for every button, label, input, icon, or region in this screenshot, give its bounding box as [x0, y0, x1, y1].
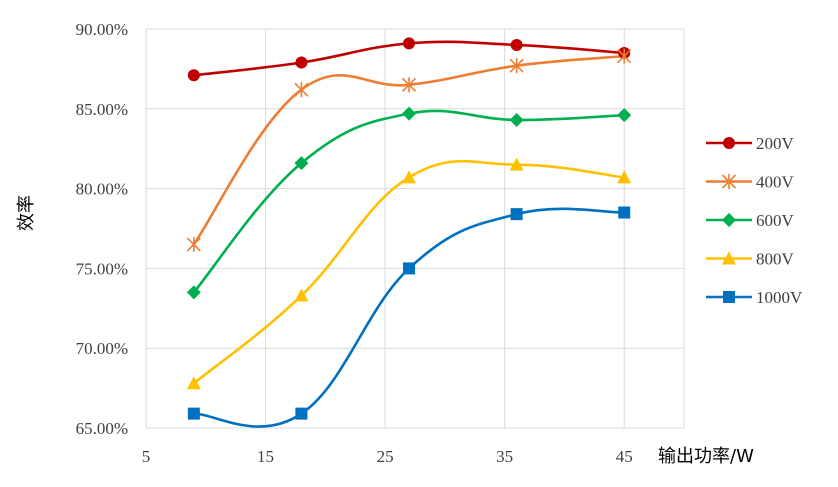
series-lines — [192, 40, 625, 428]
x-axis-ticks: 5 15 25 35 45 — [142, 447, 633, 466]
series-line-1000V — [193, 207, 625, 428]
x-tick-label: 5 — [142, 447, 151, 466]
data-point-800V — [617, 170, 632, 184]
data-point-200V — [510, 38, 523, 51]
legend-label: 600V — [756, 211, 795, 230]
data-point-1000V — [510, 208, 523, 221]
data-point-600V — [294, 156, 309, 171]
legend-label: 400V — [756, 173, 795, 192]
y-axis-ticks: 65.00% 70.00% 75.00% 80.00% 85.00% 90.00% — [76, 20, 128, 438]
legend-item-200V: 200V — [706, 134, 795, 153]
x-tick-label: 45 — [616, 447, 633, 466]
data-point-400V — [294, 82, 309, 98]
data-point-200V — [403, 37, 416, 50]
data-point-600V — [617, 108, 632, 123]
y-tick-label: 90.00% — [76, 20, 128, 39]
data-point-400V — [401, 77, 417, 93]
data-point-200V — [295, 56, 308, 69]
y-tick-label: 80.00% — [76, 180, 128, 199]
legend-swatch-marker — [722, 213, 736, 227]
y-tick-label: 70.00% — [76, 339, 128, 358]
x-axis-title: 输出功率/W — [658, 446, 754, 467]
series-line-400V — [192, 54, 625, 246]
y-axis-title: 效率 — [16, 195, 37, 231]
data-point-1000V — [295, 407, 308, 420]
series-line-600V — [192, 109, 625, 294]
data-point-400V — [186, 236, 201, 252]
data-point-800V — [509, 157, 524, 171]
data-point-800V — [186, 376, 201, 390]
data-point-1000V — [403, 262, 416, 275]
data-point-400V — [509, 58, 524, 74]
legend: 200V 400V 600V 800V 1000V — [706, 134, 803, 307]
legend-item-600V: 600V — [706, 211, 795, 230]
legend-swatch-marker — [721, 174, 737, 189]
legend-item-800V: 800V — [706, 250, 795, 269]
x-tick-label: 25 — [377, 447, 394, 466]
data-point-1000V — [618, 206, 631, 219]
y-tick-label: 75.00% — [76, 259, 128, 278]
x-tick-label: 35 — [496, 447, 513, 466]
data-point-1000V — [187, 407, 200, 420]
data-point-200V — [187, 69, 200, 82]
data-point-600V — [186, 285, 201, 300]
data-point-600V — [402, 106, 417, 121]
legend-item-1000V: 1000V — [706, 288, 803, 307]
series-markers — [186, 37, 632, 420]
x-tick-label: 15 — [257, 447, 274, 466]
grid — [145, 28, 685, 429]
y-tick-label: 65.00% — [76, 419, 128, 438]
legend-swatch-marker — [723, 137, 735, 149]
legend-swatch-marker — [723, 291, 735, 303]
data-point-600V — [509, 112, 524, 127]
legend-label: 1000V — [756, 288, 803, 307]
legend-item-400V: 400V — [706, 173, 795, 192]
legend-label: 200V — [756, 134, 795, 153]
data-point-400V — [617, 48, 632, 64]
legend-label: 800V — [756, 250, 795, 269]
y-tick-label: 85.00% — [76, 100, 128, 119]
legend-swatch-marker — [722, 251, 736, 265]
data-point-800V — [402, 170, 417, 184]
data-point-800V — [294, 288, 309, 302]
